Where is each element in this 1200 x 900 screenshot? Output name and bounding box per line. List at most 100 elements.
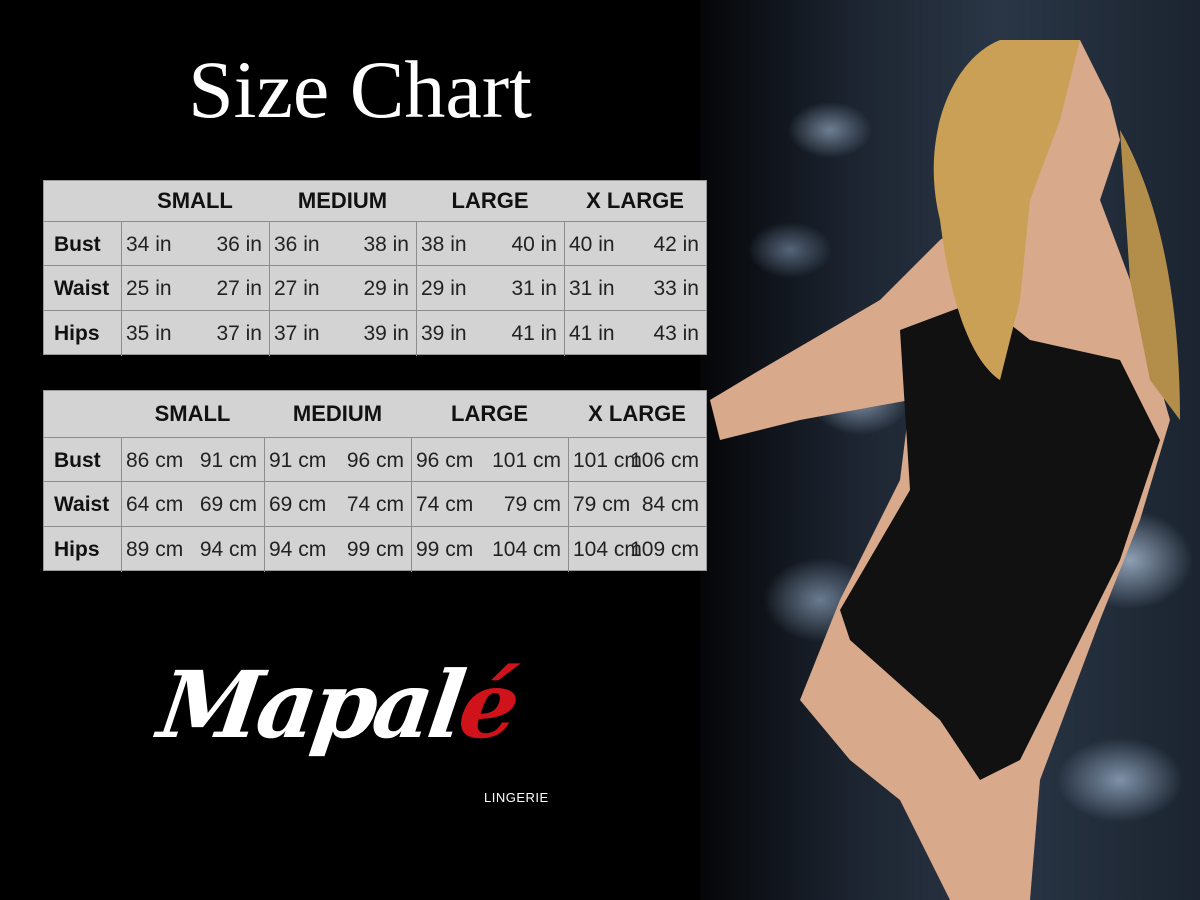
header-row: SMALL MEDIUM LARGE X LARGE — [44, 391, 706, 437]
measurement-cell: 109 cm — [630, 537, 699, 561]
page-title: Size Chart — [188, 44, 532, 135]
column-divider — [269, 266, 270, 311]
measurement-cell: 74 cm — [416, 492, 474, 516]
column-divider — [411, 438, 412, 483]
model-photo — [700, 0, 1200, 900]
column-divider — [568, 527, 569, 572]
size-table-inches: SMALL MEDIUM LARGE X LARGE Bust 34 in 36 in 36 … — [43, 180, 707, 356]
row-label: Waist — [54, 492, 110, 516]
measurement-cell: 34 in — [126, 232, 172, 256]
size-header-large: LARGE — [451, 188, 529, 213]
row-label: Waist — [54, 276, 110, 300]
measurement-cell: 96 cm — [416, 448, 474, 472]
measurement-cell: 91 cm — [269, 448, 327, 472]
size-header-medium: MEDIUM — [297, 188, 388, 213]
measurement-cell: 38 in — [363, 232, 409, 256]
column-divider — [269, 311, 270, 356]
measurement-cell: 27 in — [274, 276, 320, 300]
measurement-cell: 36 in — [274, 232, 320, 256]
size-header-small: SMALL — [157, 188, 233, 213]
measurement-cell: 38 in — [421, 232, 467, 256]
size-header-x-large: X LARGE — [586, 188, 684, 213]
measurement-cell: 33 in — [653, 276, 699, 300]
measurement-cell: 27 in — [216, 276, 262, 300]
measurement-cell: 79 cm — [503, 492, 561, 516]
measurement-cell: 43 in — [653, 321, 699, 345]
measurement-cell: 31 in — [569, 276, 615, 300]
model-silhouette — [710, 40, 1180, 900]
measurement-cell: 35 in — [126, 321, 172, 345]
row-label: Bust — [54, 448, 101, 472]
logo-text: Mapal — [152, 651, 468, 759]
column-divider — [264, 527, 265, 572]
measurement-cell: 37 in — [216, 321, 262, 345]
measurement-cell: 79 cm — [573, 492, 631, 516]
measurement-cell: 84 cm — [641, 492, 699, 516]
measurement-cell: 40 in — [569, 232, 615, 256]
column-divider — [568, 438, 569, 483]
column-divider — [121, 482, 122, 527]
measurement-cell: 39 in — [363, 321, 409, 345]
measurement-cell: 104 cm — [573, 537, 642, 561]
measurement-cell: 99 cm — [346, 537, 404, 561]
column-divider — [411, 527, 412, 572]
column-divider — [564, 222, 565, 267]
table-row-waist: Waist 64 cm 69 cm 69 cm 74 cm 74 cm 79 cm 79 cm… — [44, 481, 706, 527]
row-label: Hips — [54, 321, 100, 345]
size-header-medium: MEDIUM — [292, 401, 383, 426]
row-label: Hips — [54, 537, 100, 561]
column-divider — [416, 311, 417, 356]
column-divider — [121, 222, 122, 267]
measurement-cell: 94 cm — [269, 537, 327, 561]
table-row-hips: Hips 35 in 37 in 37 in 39 in 39 in 41 in 41 in 4… — [44, 310, 706, 356]
measurement-cell: 69 cm — [199, 492, 257, 516]
measurement-cell: 41 in — [511, 321, 557, 345]
table-row-hips: Hips 89 cm 94 cm 94 cm 99 cm 99 cm 104 cm 104 c… — [44, 526, 706, 572]
measurement-cell: 29 in — [421, 276, 467, 300]
measurement-cell: 94 cm — [199, 537, 257, 561]
header-row: SMALL MEDIUM LARGE X LARGE — [44, 181, 706, 221]
measurement-cell: 42 in — [653, 232, 699, 256]
measurement-cell: 37 in — [274, 321, 320, 345]
size-table-cm: SMALL MEDIUM LARGE X LARGE Bust 86 cm 91 cm 91 … — [43, 390, 707, 572]
measurement-cell: 36 in — [216, 232, 262, 256]
size-header-large: LARGE — [451, 401, 528, 426]
measurement-cell: 91 cm — [199, 448, 257, 472]
column-divider — [564, 311, 565, 356]
column-divider — [416, 222, 417, 267]
measurement-cell: 104 cm — [492, 537, 561, 561]
row-label: Bust — [54, 232, 101, 256]
logo-subtitle: LINGERIE — [484, 790, 549, 805]
measurement-cell: 89 cm — [126, 537, 184, 561]
measurement-cell: 25 in — [126, 276, 172, 300]
column-divider — [121, 311, 122, 356]
measurement-cell: 101 cm — [492, 448, 561, 472]
column-divider — [568, 482, 569, 527]
column-divider — [264, 438, 265, 483]
measurement-cell: 96 cm — [346, 448, 404, 472]
size-header-small: SMALL — [154, 401, 231, 426]
column-divider — [564, 266, 565, 311]
table-row-waist: Waist 25 in 27 in 27 in 29 in 29 in 31 in 31 in… — [44, 265, 706, 311]
table-row-bust: Bust 86 cm 91 cm 91 cm 96 cm 96 cm 101 cm 101 c… — [44, 437, 706, 483]
measurement-cell: 101 cm — [573, 448, 642, 472]
measurement-cell: 69 cm — [269, 492, 327, 516]
measurement-cell: 41 in — [569, 321, 615, 345]
measurement-cell: 40 in — [511, 232, 557, 256]
measurement-cell: 31 in — [511, 276, 557, 300]
measurement-cell: 106 cm — [630, 448, 699, 472]
column-divider — [416, 266, 417, 311]
column-divider — [121, 438, 122, 483]
column-divider — [264, 482, 265, 527]
column-divider — [121, 266, 122, 311]
column-divider — [121, 527, 122, 572]
column-divider — [411, 482, 412, 527]
measurement-cell: 86 cm — [126, 448, 184, 472]
measurement-cell: 64 cm — [126, 492, 184, 516]
measurement-cell: 74 cm — [346, 492, 404, 516]
table-row-bust: Bust 34 in 36 in 36 in 38 in 38 in 40 in 40 in 4… — [44, 221, 706, 267]
brand-logo: Mapalé — [152, 650, 522, 760]
column-divider — [269, 222, 270, 267]
measurement-cell: 39 in — [421, 321, 467, 345]
size-header-x-large: X LARGE — [588, 401, 686, 426]
